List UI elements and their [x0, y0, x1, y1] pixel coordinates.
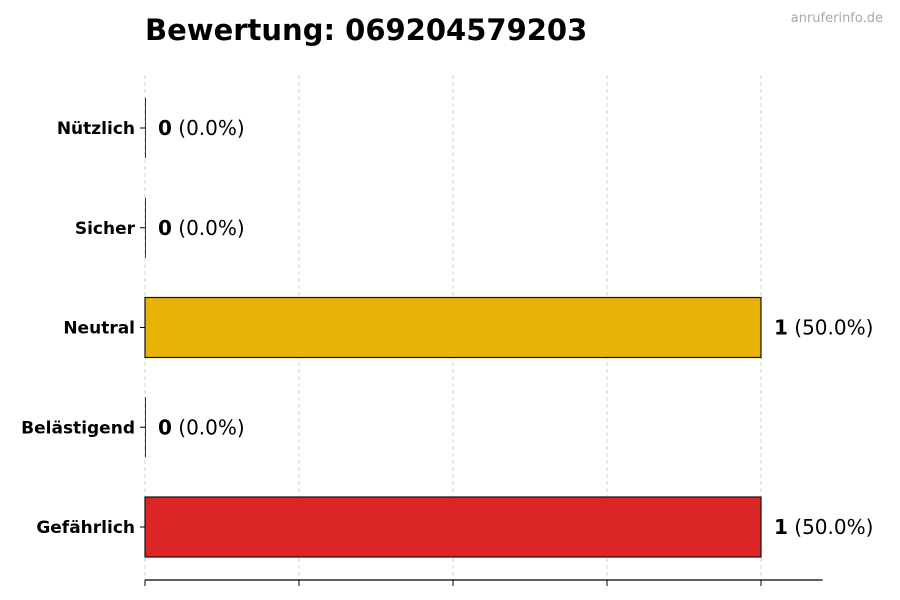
chart-title: Bewertung: 069204579203	[145, 13, 587, 47]
y-tick-label: Neutral	[63, 319, 135, 339]
data-label: 1 (50.0%)	[774, 515, 873, 539]
data-label: 0 (0.0%)	[158, 216, 245, 240]
data-label-percent: (0.0%)	[172, 116, 245, 140]
data-label-percent: (0.0%)	[172, 216, 245, 240]
data-label: 1 (50.0%)	[774, 316, 873, 340]
data-label-percent: (50.0%)	[788, 515, 874, 539]
data-label-value: 1	[774, 316, 788, 340]
bar-neutral	[144, 296, 762, 359]
data-label-value: 0	[158, 216, 172, 240]
watermark: anruferinfo.de	[791, 11, 883, 26]
data-label-value: 0	[158, 116, 172, 140]
y-tick-label: Nützlich	[57, 119, 135, 139]
y-tick-label: Belästigend	[21, 418, 135, 438]
data-label-percent: (50.0%)	[788, 316, 874, 340]
data-label-value: 0	[158, 415, 172, 439]
bar-gefährlich	[144, 496, 762, 558]
data-label-value: 1	[774, 515, 788, 539]
y-tick-label: Sicher	[75, 219, 136, 239]
data-label-percent: (0.0%)	[172, 415, 245, 439]
data-label: 0 (0.0%)	[158, 116, 245, 140]
data-label: 0 (0.0%)	[158, 415, 245, 439]
y-tick-label: Gefährlich	[36, 518, 135, 538]
